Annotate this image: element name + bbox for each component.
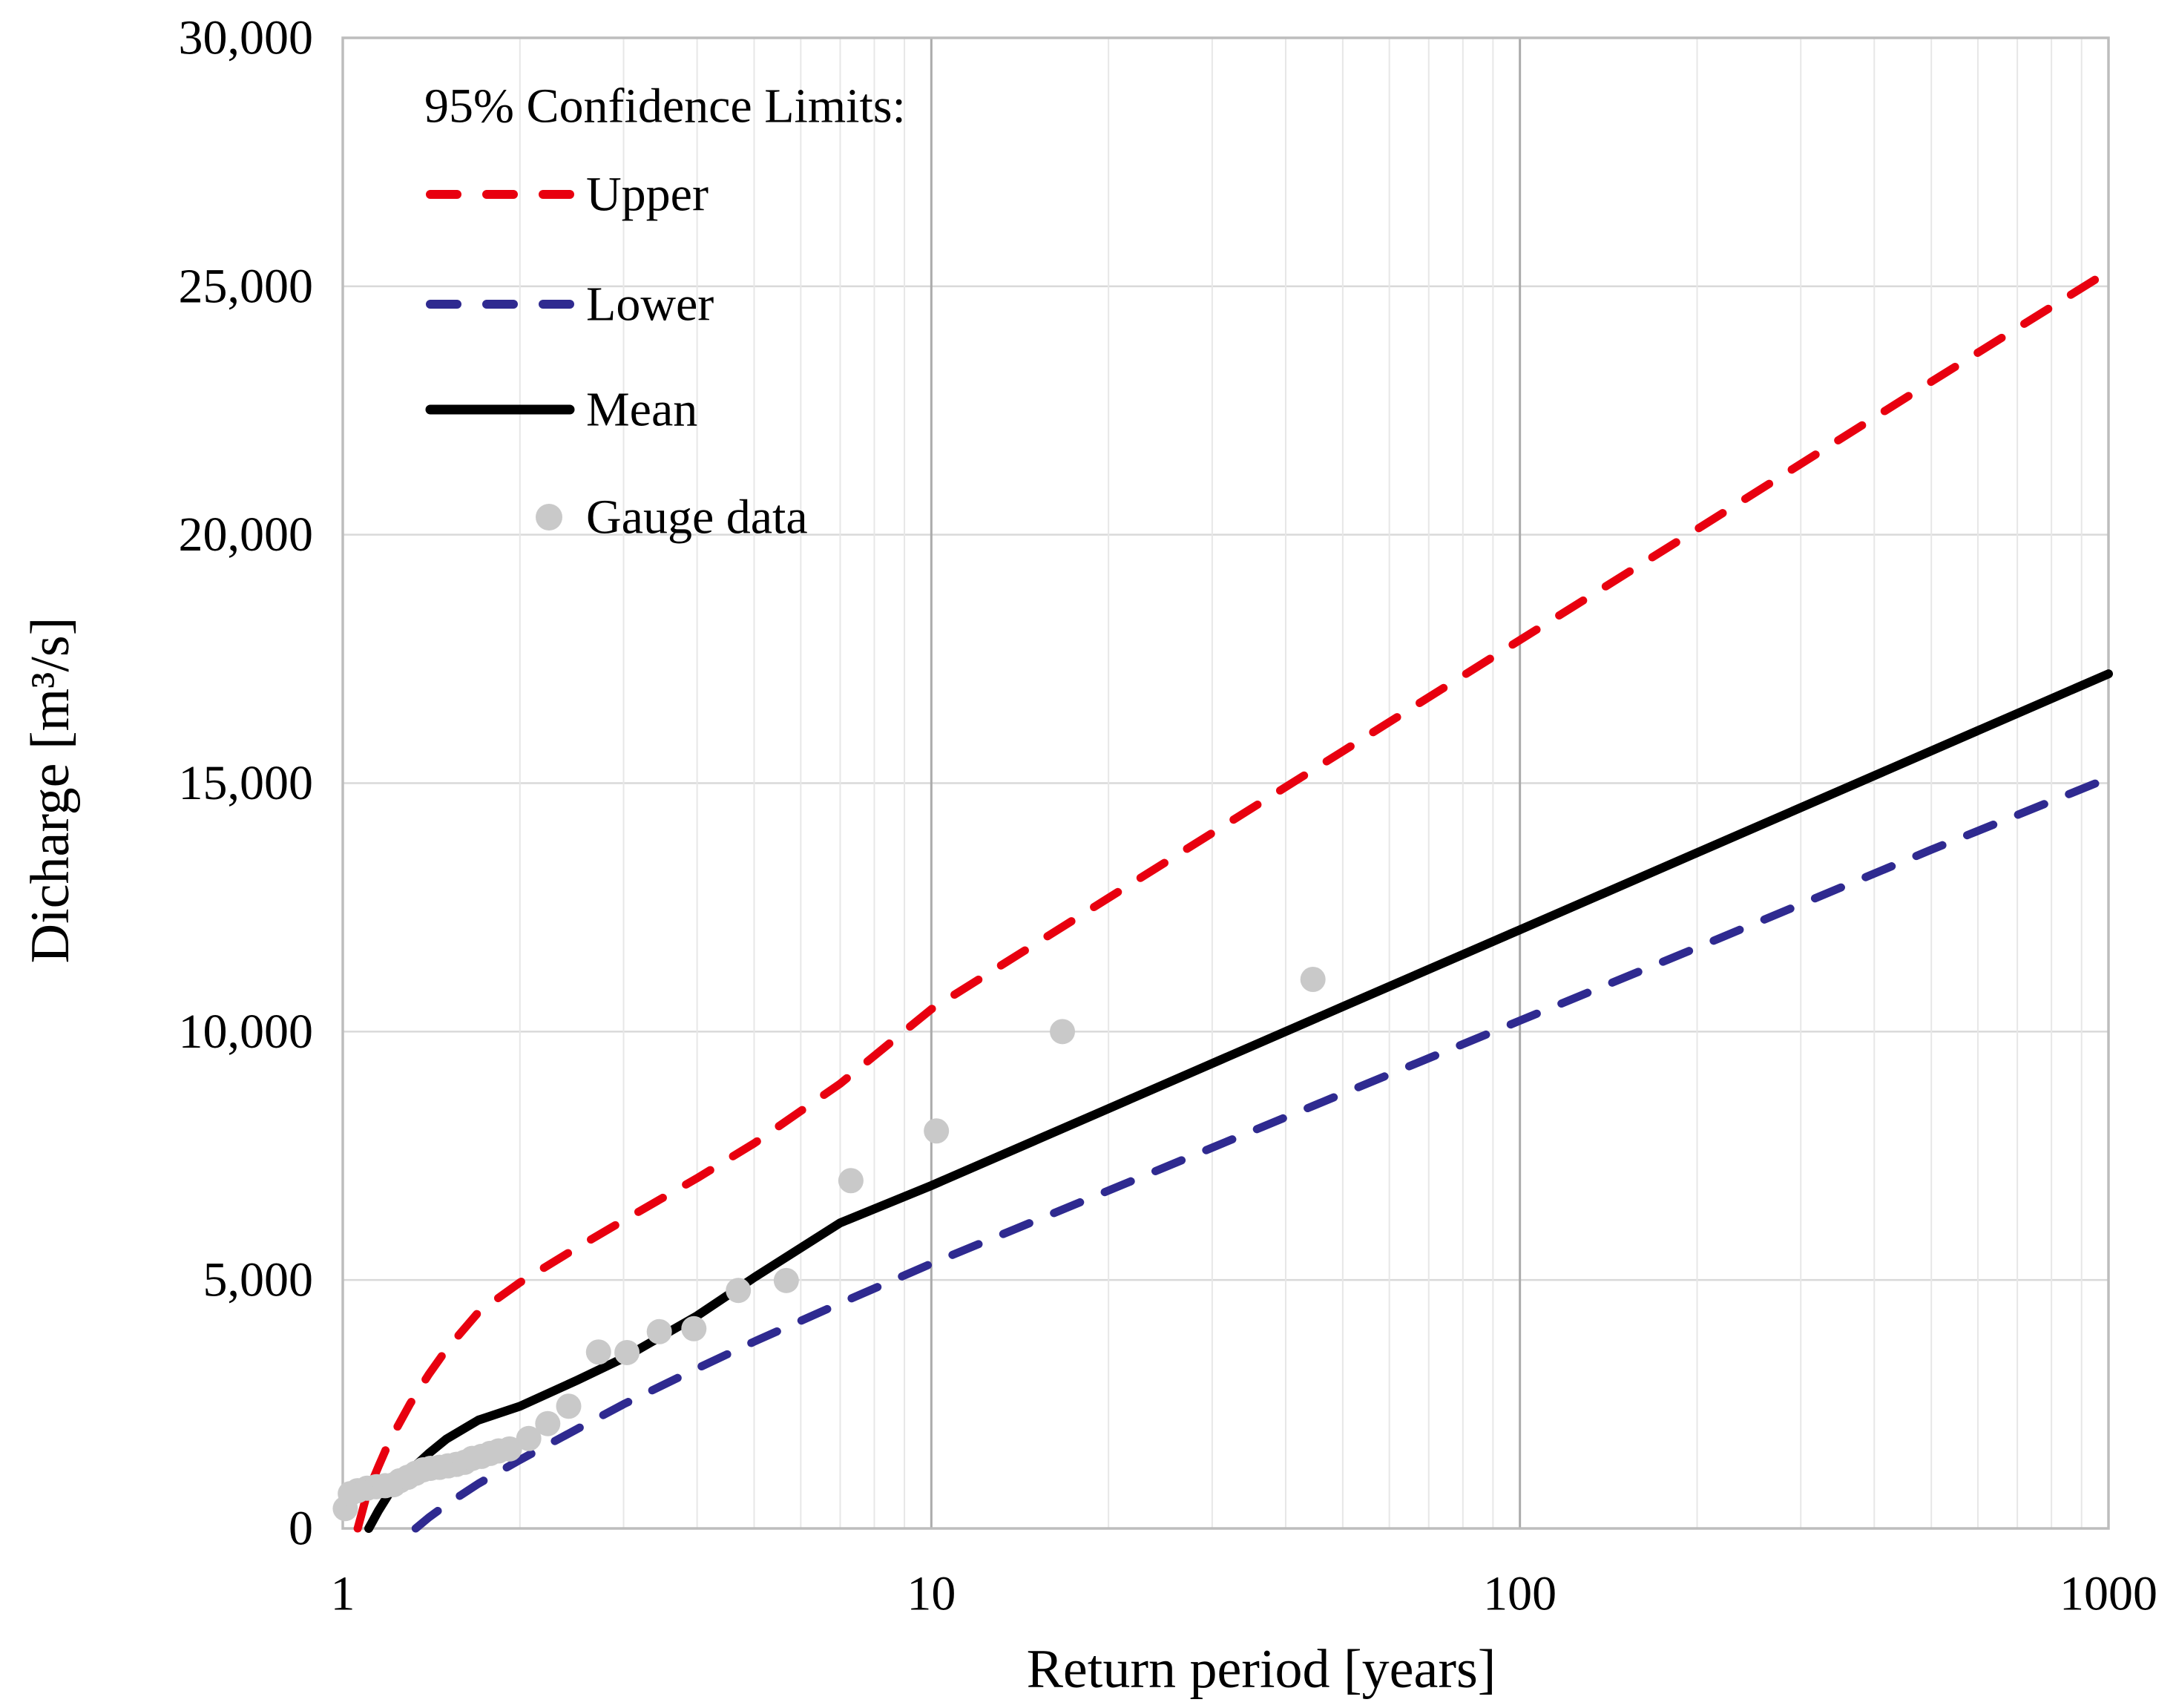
y-tick-label: 0 (289, 1502, 313, 1556)
gauge-data-point (646, 1318, 672, 1344)
y-tick-label: 15,000 (179, 756, 314, 810)
legend-label: Upper (586, 168, 709, 222)
y-axis-title: Dicharge [m³/s] (20, 617, 81, 964)
y-tick-label: 10,000 (179, 1005, 314, 1059)
lower-curve (411, 774, 2113, 1533)
gauge-data-point (556, 1393, 582, 1419)
x-tick-label: 1 (331, 1567, 355, 1621)
y-axis-tick-labels: 0 5,000 10,000 15,000 20,000 25,000 30,000 (179, 11, 314, 1556)
legend-label: Gauge data (586, 490, 808, 545)
gauge-data-points (332, 967, 1326, 1522)
x-tick-label: 1000 (2060, 1567, 2157, 1621)
gauge-data-point (614, 1339, 640, 1365)
plot-border (341, 36, 2110, 1530)
gauge-data-point (924, 1118, 950, 1144)
legend-gauge-marker (536, 504, 562, 531)
gauge-data-point (726, 1278, 752, 1304)
legend: 95% Confidence Limits: Upper Lower Mean Gaug… (424, 79, 906, 545)
legend-label: Mean (586, 383, 697, 437)
x-tick-label: 10 (907, 1567, 956, 1621)
legend-header: 95% Confidence Limits: (424, 79, 906, 134)
x-axis-tick-labels: 1 10 100 1000 (331, 1567, 2158, 1621)
gauge-data-point (585, 1339, 611, 1365)
upper-curve (353, 267, 2113, 1533)
major-vertical-gridlines (930, 38, 1522, 1528)
gauge-data-point (1050, 1019, 1076, 1045)
legend-label: Lower (586, 277, 714, 332)
minor-vertical-gridlines (519, 38, 2083, 1528)
gauge-data-point (535, 1410, 561, 1436)
gauge-data-point (838, 1168, 864, 1194)
horizontal-gridlines (343, 285, 2108, 1281)
gauge-data-point (516, 1425, 542, 1451)
x-tick-label: 100 (1483, 1567, 1557, 1621)
gauge-data-point (496, 1436, 522, 1462)
y-tick-label: 20,000 (179, 508, 314, 562)
y-tick-label: 30,000 (179, 11, 314, 65)
gauge-data-point (1300, 967, 1326, 993)
y-tick-label: 25,000 (179, 259, 314, 313)
gauge-data-point (681, 1316, 707, 1341)
gauge-data-point (773, 1267, 799, 1293)
x-axis-title: Return period [years] (1027, 1639, 1496, 1700)
y-tick-label: 5,000 (203, 1253, 314, 1307)
